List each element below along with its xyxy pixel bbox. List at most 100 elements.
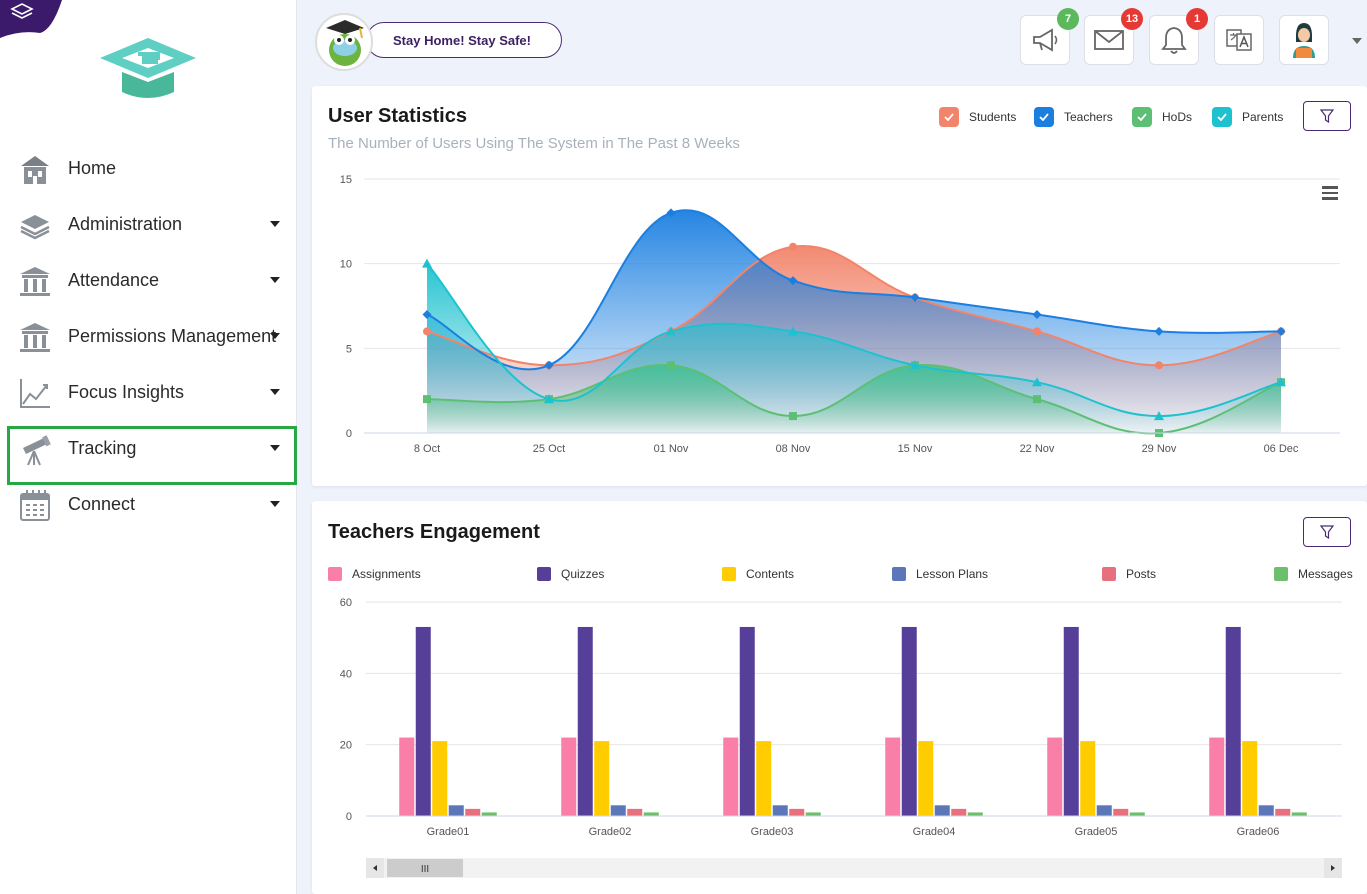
y-tick-label: 0 [346,811,352,823]
sidebar-item-label: Connect [68,493,136,514]
notifications-badge: 1 [1186,8,1208,30]
teachers-engagement-chart: 0 20 40 60 Grade01 Grade02 Grade03 Grade04 Grade… [340,597,1342,838]
sidebar-item-connect[interactable]: Connect [10,478,294,530]
sidebar-item-label: Focus Insights [68,381,185,402]
bar-posts-grade05 [1113,808,1129,816]
notifications-button[interactable]: 1 [1149,8,1208,65]
engagement-filter-button[interactable] [1303,517,1351,547]
bar-messages-grade04 [967,812,983,816]
bar-assignments-grade05 [1047,737,1063,816]
bell-icon [1161,27,1187,54]
data-point-teachers [1154,326,1164,336]
y-tick-label: 0 [346,428,352,440]
user-avatar-button[interactable] [1279,15,1329,65]
legend-students[interactable]: Students [939,107,1016,127]
legend-label: Contents [746,567,795,581]
user-statistics-title: User Statistics [328,105,467,127]
sidebar-item-administration[interactable]: Administration [10,198,294,250]
checkbox-checked-icon [939,107,959,127]
data-point-students [423,327,431,336]
x-tick-label: 08 Nov [776,443,811,455]
layers-icon [20,215,50,240]
chevron-down-icon[interactable] [270,501,280,507]
data-point-students [789,242,797,251]
bar-lesson-plans-grade01 [448,805,464,816]
x-tick-label: 29 Nov [1142,443,1177,455]
corner-logo-icon[interactable] [0,0,62,38]
sidebar-item-label: Permissions Management [68,325,277,346]
announcements-button[interactable]: 7 [1020,8,1079,65]
telescope-icon [23,435,51,466]
legend-swatch [892,567,906,581]
filter-icon [1320,109,1334,123]
legend-label: Parents [1242,110,1284,124]
bar-assignments-grade06 [1209,737,1225,816]
bar-lesson-plans-grade04 [934,805,950,816]
user-statistics-subtitle: The Number of Users Using The System in … [328,135,740,152]
legend-swatch [537,567,551,581]
filter-icon [1320,525,1334,539]
messages-button[interactable]: 13 [1084,8,1143,65]
sidebar-item-label: Administration [68,213,183,234]
megaphone-icon [1033,28,1058,52]
stay-safe-text: Stay Home! Stay Safe! [393,32,531,48]
legend-quizzes[interactable]: Quizzes [537,567,604,581]
legend-contents[interactable]: Contents [722,567,794,581]
announcements-badge: 7 [1057,8,1079,30]
chevron-down-icon[interactable] [270,277,280,283]
sidebar-item-home[interactable]: Home [10,142,294,194]
stats-filter-button[interactable] [1303,101,1351,131]
user-menu-caret-icon[interactable] [1352,38,1362,44]
sidebar-item-attendance[interactable]: Attendance [10,254,294,306]
data-point-students [1155,361,1163,370]
data-point-teachers [910,293,920,303]
data-point-parents [788,326,798,336]
bar-contents-grade03 [756,741,772,816]
language-button[interactable] [1214,15,1264,65]
data-point-hods [789,412,797,421]
sidebar-item-label: Attendance [68,269,160,290]
stay-safe-banner[interactable]: Stay Home! Stay Safe! [366,22,562,58]
bar-quizzes-grade04 [901,626,917,816]
legend-lesson-plans[interactable]: Lesson Plans [892,567,988,581]
legend-label: Teachers [1064,110,1113,124]
chart-horizontal-scrollbar[interactable]: III [366,858,1342,878]
data-point-hods [423,395,431,404]
x-tick-label: Grade01 [427,826,470,838]
legend-label: Messages [1298,567,1353,581]
data-point-parents [910,360,920,370]
chevron-down-icon[interactable] [270,333,280,339]
y-tick-label: 60 [340,597,352,609]
chart-menu-button[interactable] [1322,186,1338,200]
x-tick-label: Grade04 [913,826,956,838]
bar-messages-grade05 [1129,812,1145,816]
legend-posts[interactable]: Posts [1102,567,1156,581]
legend-label: Posts [1126,567,1157,581]
chevron-down-icon[interactable] [270,445,280,451]
chevron-down-icon[interactable] [270,221,280,227]
bar-assignments-grade04 [885,737,901,816]
bar-quizzes-grade02 [577,626,593,816]
legend-hods[interactable]: HoDs [1132,107,1192,127]
bar-messages-grade01 [481,812,497,816]
sidebar-item-label: Tracking [68,437,137,458]
sidebar-item-tracking[interactable]: Tracking [10,422,294,474]
top-header: Stay Home! Stay Safe! 7 13 1 [298,0,1367,84]
legend-teachers[interactable]: Teachers [1034,107,1113,127]
legend-assignments[interactable]: Assignments [328,567,421,581]
sidebar-item-permissions-management[interactable]: Permissions Management [10,310,294,362]
x-tick-label: Grade02 [589,826,632,838]
bar-contents-grade04 [918,741,934,816]
bar-messages-grade02 [643,812,659,816]
legend-swatch [328,567,342,581]
chart-line-icon [20,379,50,408]
legend-parents[interactable]: Parents [1212,107,1283,127]
calendar-icon [20,490,50,521]
legend-swatch [722,567,736,581]
sidebar-item-focus-insights[interactable]: Focus Insights [10,366,294,418]
messages-badge: 13 [1121,8,1143,30]
legend-messages[interactable]: Messages [1274,567,1353,581]
chevron-down-icon[interactable] [270,389,280,395]
data-point-parents [422,258,432,268]
bar-contents-grade02 [594,741,610,816]
